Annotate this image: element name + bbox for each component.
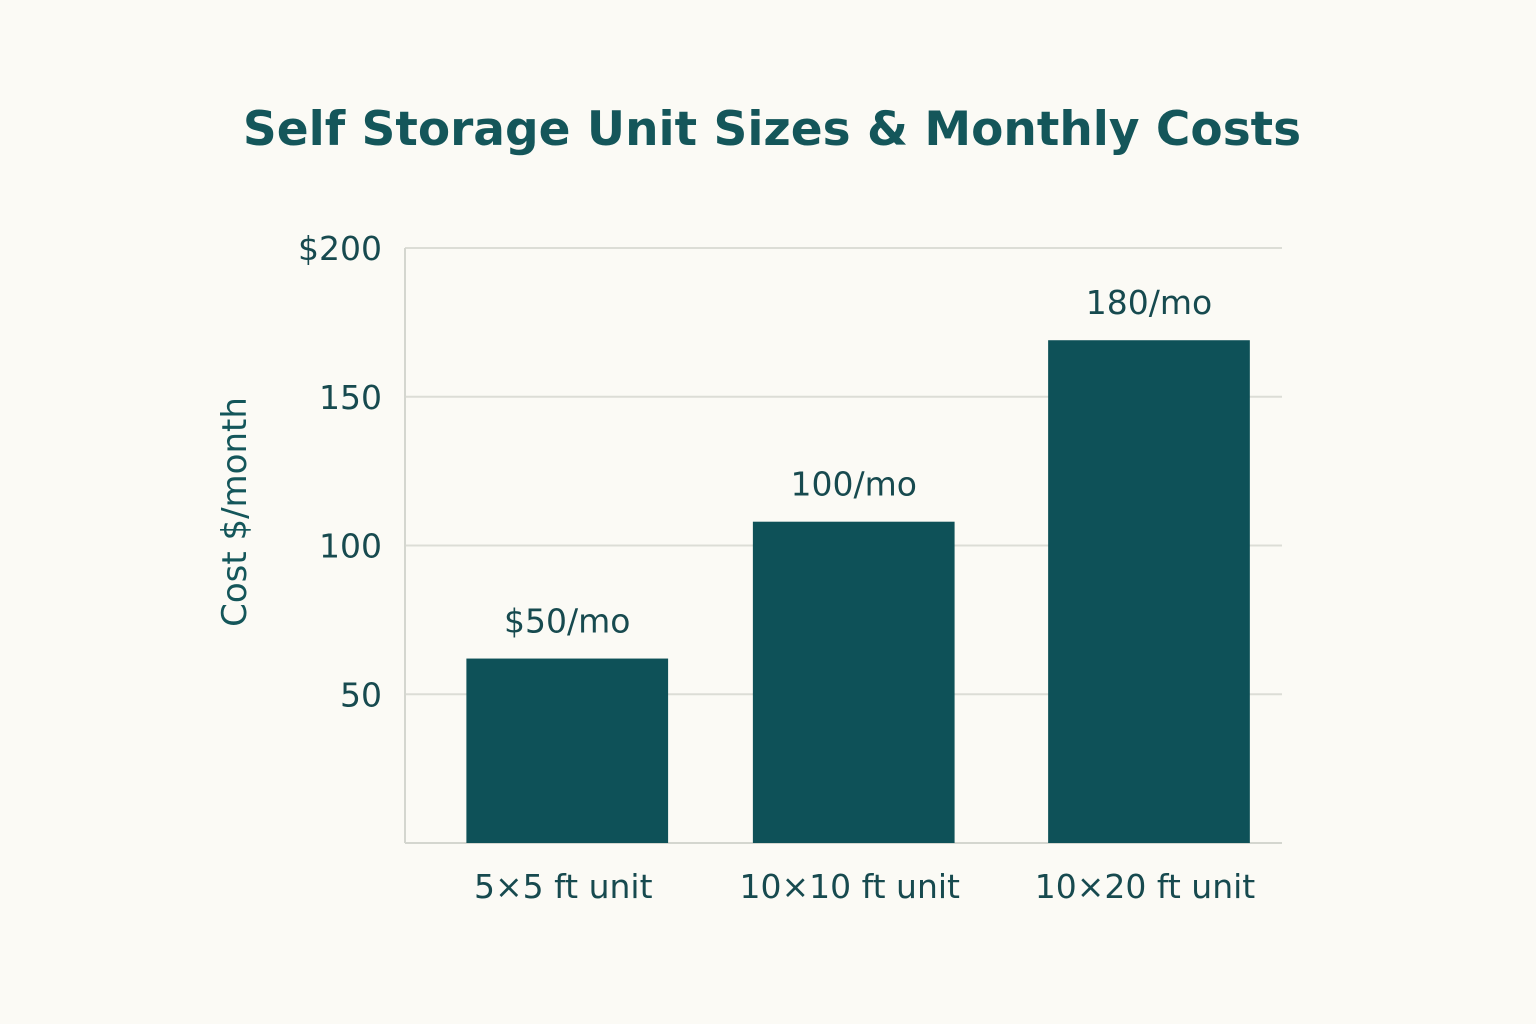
y-tick-label: 100 (319, 527, 382, 566)
labels: 50 100 150 $200 $50/mo 5×5 ft unit 100/mo 10×10… (298, 229, 1255, 906)
x-category-label: 5×5 ft unit (474, 867, 653, 906)
x-category-label: 10×10 ft unit (739, 867, 960, 906)
bar-value-label: $50/mo (504, 602, 630, 641)
y-tick-label: 150 (319, 378, 382, 417)
bar-value-label: 180/mo (1086, 283, 1212, 322)
y-tick-label: $200 (298, 229, 382, 268)
bar (1048, 340, 1250, 843)
x-category-label: 10×20 ft unit (1035, 867, 1256, 906)
chart-title: Self Storage Unit Sizes & Monthly Costs (243, 102, 1301, 157)
bar-value-label: 100/mo (791, 465, 917, 504)
y-axis-title: Cost $/month (215, 397, 255, 627)
bars (466, 340, 1250, 843)
bar (752, 521, 955, 843)
y-tick-label: 50 (340, 675, 382, 714)
bar (466, 658, 669, 843)
